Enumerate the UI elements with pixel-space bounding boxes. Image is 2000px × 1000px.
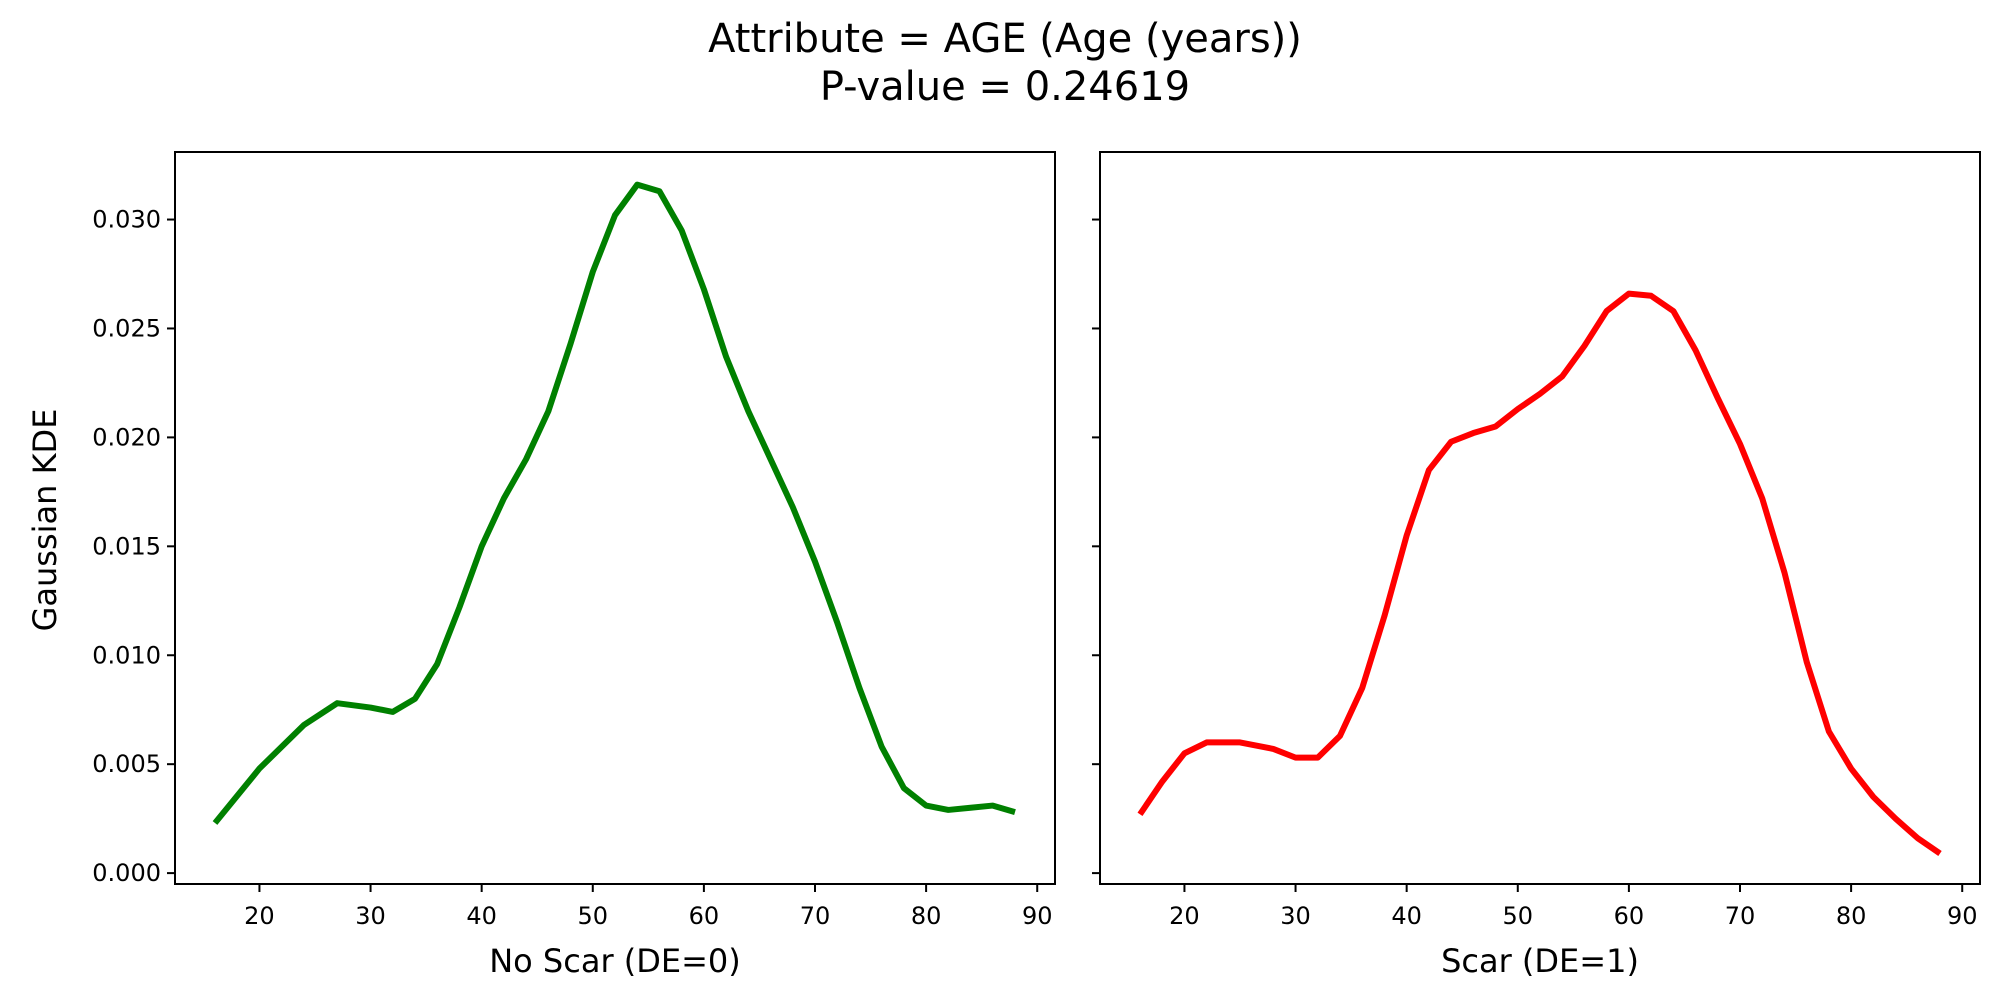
figure-title-line2: P-value = 0.24619	[820, 64, 1190, 110]
x-tick-label: 20	[1169, 902, 1200, 930]
right-subplot-scar: 20 30 40 50 60 70 80 90 Scar (DE=1)	[1092, 151, 1981, 980]
figure-title-line1: Attribute = AGE (Age (years))	[708, 16, 1302, 62]
x-tick-label: 40	[466, 902, 497, 930]
x-tick-label: 70	[1725, 902, 1756, 930]
plot-frame	[174, 151, 1056, 885]
x-tick-label: 70	[800, 902, 831, 930]
x-tick-label: 90	[1022, 902, 1053, 930]
left-subplot-no-scar: 20 30 40 50 60 70 80 90 0.000 0.005 0.010 0.015 0.02…	[92, 151, 1056, 980]
x-tick-label: 30	[1280, 902, 1311, 930]
x-tick-label: 40	[1391, 902, 1422, 930]
kde-curve-scar	[1137, 290, 1942, 856]
x-axis-label: Scar (DE=1)	[1441, 942, 1639, 980]
x-tick-label: 50	[1503, 902, 1534, 930]
x-axis-label: No Scar (DE=0)	[489, 942, 741, 980]
y-tick-label: 0.015	[92, 532, 161, 560]
y-tick-label: 0.030	[92, 206, 161, 234]
x-tick-label: 20	[244, 902, 275, 930]
y-tick-label: 0.000	[92, 859, 161, 887]
plot-frame	[1099, 151, 1981, 885]
x-tick-label: 50	[578, 902, 609, 930]
x-tick-label: 80	[911, 902, 942, 930]
y-tick-label: 0.005	[92, 750, 161, 778]
x-tick-label: 60	[689, 902, 720, 930]
x-tick-label: 90	[1947, 902, 1978, 930]
y-tick-label: 0.010	[92, 641, 161, 669]
x-tick-label: 30	[355, 902, 386, 930]
y-tick-label: 0.025	[92, 314, 161, 342]
y-tick-label: 0.020	[92, 423, 161, 451]
y-axis-label: Gaussian KDE	[26, 409, 64, 632]
x-tick-label: 80	[1836, 902, 1867, 930]
kde-curve-no-scar	[212, 181, 1016, 825]
x-tick-label: 60	[1614, 902, 1645, 930]
